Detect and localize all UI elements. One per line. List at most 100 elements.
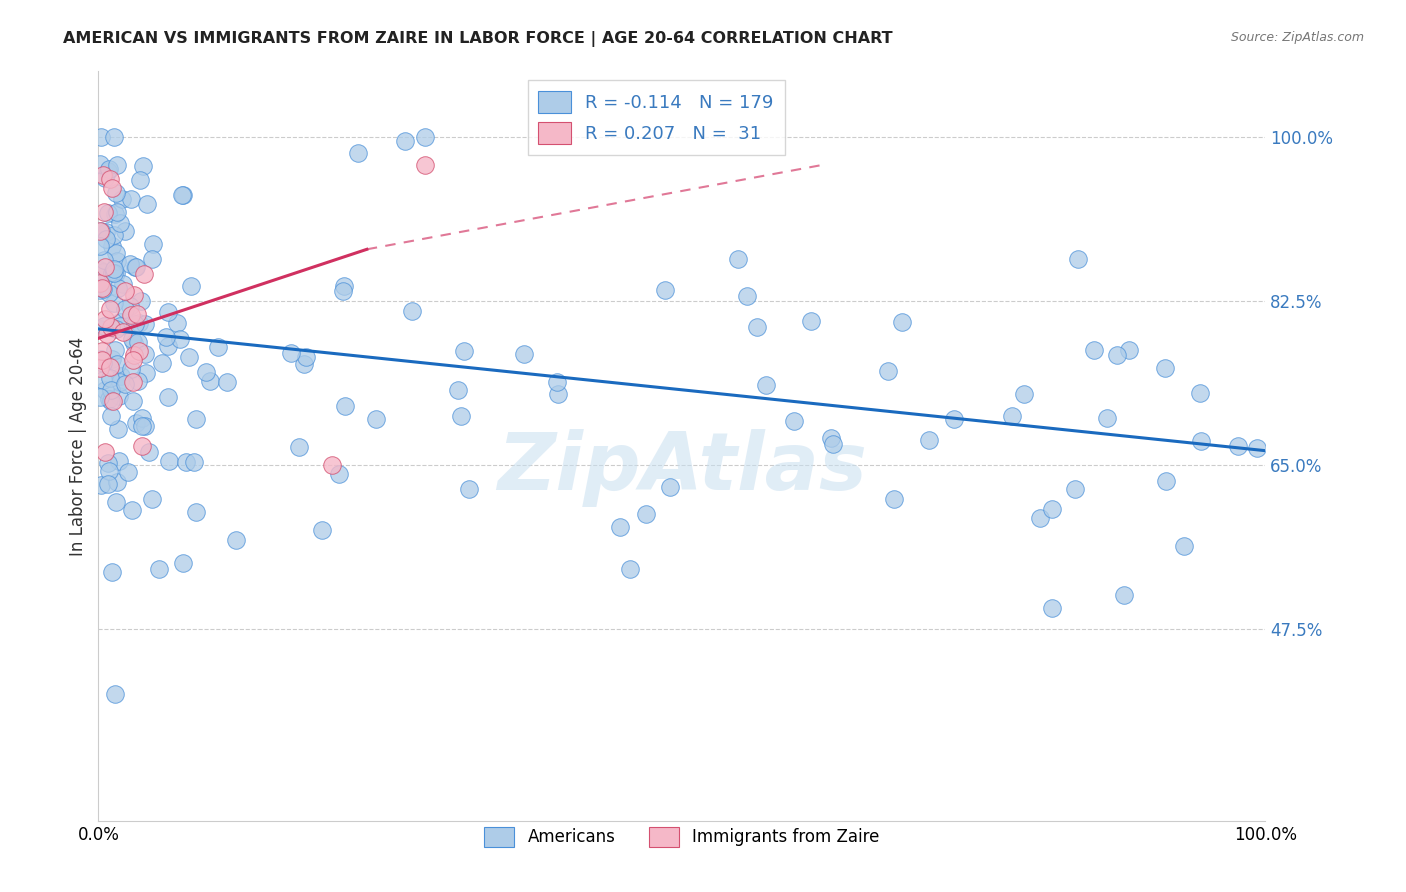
Immigrants from Zaire	[122, 348, 145, 362]
Americans	[347, 146, 370, 161]
Americans	[195, 365, 218, 379]
Americans	[118, 299, 141, 313]
Americans	[105, 475, 128, 489]
Americans	[89, 352, 111, 367]
Americans	[800, 314, 823, 328]
Americans	[1226, 440, 1249, 454]
Americans	[100, 383, 122, 397]
Americans	[328, 467, 350, 481]
Immigrants from Zaire	[91, 168, 114, 182]
Americans	[172, 187, 194, 202]
Immigrants from Zaire	[100, 359, 122, 374]
Americans	[157, 339, 180, 353]
Americans	[333, 278, 356, 293]
Americans	[1246, 441, 1268, 455]
Text: Source: ZipAtlas.com: Source: ZipAtlas.com	[1230, 31, 1364, 45]
Americans	[125, 260, 148, 274]
Immigrants from Zaire	[125, 307, 148, 321]
Americans	[134, 318, 156, 332]
Americans	[198, 375, 221, 389]
Americans	[186, 505, 208, 519]
Americans	[101, 266, 124, 280]
Americans	[108, 318, 131, 333]
Americans	[122, 394, 145, 409]
Americans	[217, 375, 239, 389]
Immigrants from Zaire	[90, 344, 112, 359]
Americans	[155, 330, 177, 344]
Americans	[513, 347, 536, 361]
Americans	[97, 205, 120, 219]
Americans	[104, 207, 127, 221]
Americans	[107, 454, 129, 468]
Immigrants from Zaire	[98, 172, 121, 186]
Americans	[110, 192, 132, 206]
Americans	[103, 266, 125, 280]
Americans	[820, 431, 842, 445]
Americans	[100, 394, 122, 409]
Americans	[98, 371, 121, 385]
Immigrants from Zaire	[120, 308, 142, 322]
Americans	[1173, 539, 1195, 553]
Americans	[104, 687, 127, 701]
Americans	[174, 455, 197, 469]
Americans	[107, 389, 129, 403]
Americans	[179, 350, 201, 364]
Americans	[124, 317, 146, 331]
Americans	[89, 156, 111, 170]
Immigrants from Zaire	[100, 319, 122, 334]
Americans	[120, 361, 142, 376]
Americans	[129, 294, 152, 309]
Americans	[105, 204, 128, 219]
Immigrants from Zaire	[122, 288, 145, 302]
Americans	[157, 390, 180, 404]
Americans	[394, 134, 416, 148]
Americans	[876, 364, 898, 378]
Americans	[104, 343, 127, 357]
Americans	[207, 340, 229, 354]
Americans	[91, 265, 114, 279]
Americans	[172, 556, 194, 570]
Americans	[183, 455, 205, 469]
Immigrants from Zaire	[89, 277, 111, 291]
Americans	[148, 562, 170, 576]
Americans	[659, 480, 682, 494]
Immigrants from Zaire	[94, 445, 117, 459]
Americans	[108, 315, 131, 329]
Americans	[110, 369, 132, 384]
Americans	[103, 130, 125, 145]
Americans	[121, 332, 143, 346]
Americans	[90, 130, 112, 145]
Americans	[891, 315, 914, 329]
Americans	[918, 433, 941, 447]
Americans	[364, 412, 387, 426]
Americans	[156, 304, 179, 318]
Immigrants from Zaire	[89, 361, 111, 376]
Americans	[108, 375, 131, 389]
Americans	[745, 320, 768, 334]
Americans	[96, 456, 118, 470]
Immigrants from Zaire	[132, 267, 155, 281]
Americans	[172, 187, 194, 202]
Immigrants from Zaire	[128, 343, 150, 358]
Americans	[735, 288, 758, 302]
Americans	[100, 409, 122, 423]
Americans	[401, 304, 423, 318]
Americans	[1114, 588, 1136, 602]
Americans	[131, 159, 153, 173]
Americans	[727, 252, 749, 267]
Americans	[1066, 252, 1088, 266]
Americans	[129, 172, 152, 186]
Americans	[105, 158, 128, 172]
Immigrants from Zaire	[111, 325, 134, 339]
Americans	[225, 533, 247, 547]
Americans	[101, 352, 124, 367]
Americans	[107, 422, 129, 436]
Americans	[121, 503, 143, 517]
Immigrants from Zaire	[101, 394, 124, 409]
Text: AMERICAN VS IMMIGRANTS FROM ZAIRE IN LABOR FORCE | AGE 20-64 CORRELATION CHART: AMERICAN VS IMMIGRANTS FROM ZAIRE IN LAB…	[63, 31, 893, 47]
Americans	[105, 254, 128, 268]
Americans	[619, 562, 641, 576]
Americans	[91, 356, 114, 370]
Americans	[821, 437, 844, 451]
Americans	[186, 411, 208, 425]
